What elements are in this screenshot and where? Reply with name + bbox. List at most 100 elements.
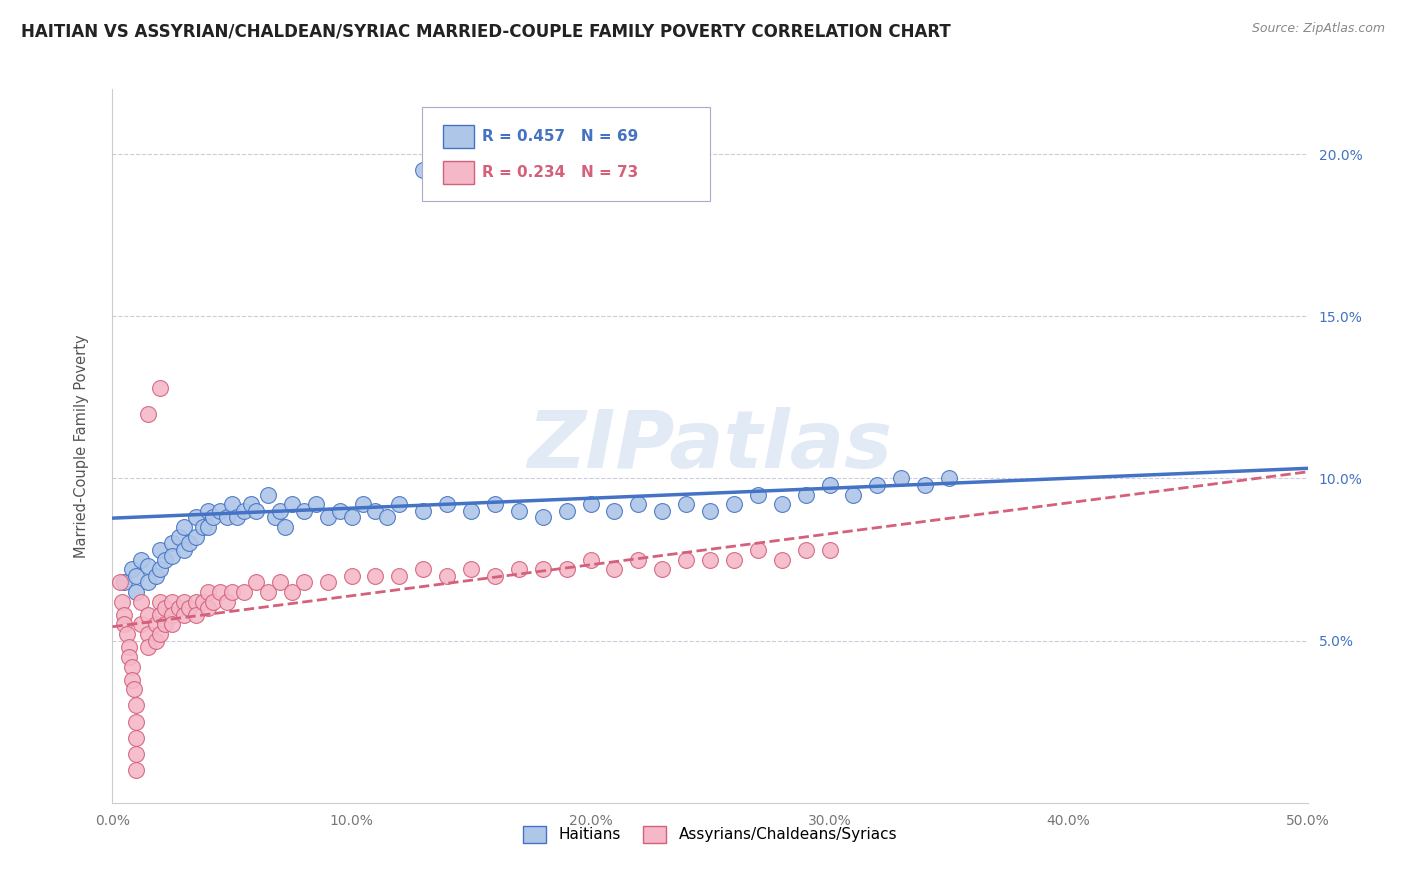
Point <box>245 504 267 518</box>
Point <box>364 504 387 518</box>
Point <box>531 562 554 576</box>
Text: R = 0.234   N = 73: R = 0.234 N = 73 <box>482 165 638 179</box>
Point <box>173 607 195 622</box>
Point <box>866 478 889 492</box>
Point <box>627 552 650 566</box>
Point <box>292 575 315 590</box>
Point <box>603 562 626 576</box>
Point <box>555 504 578 518</box>
Point <box>177 601 200 615</box>
Point <box>149 381 172 395</box>
Point <box>531 510 554 524</box>
Point <box>162 549 183 564</box>
Point <box>129 552 152 566</box>
Point <box>201 595 224 609</box>
Point <box>651 504 673 518</box>
Point <box>111 595 134 609</box>
Point <box>329 504 352 518</box>
Point <box>723 497 745 511</box>
Point <box>149 562 172 576</box>
Point <box>269 575 291 590</box>
Point <box>186 530 208 544</box>
Point <box>149 595 172 609</box>
Point <box>193 520 215 534</box>
Point <box>217 510 239 524</box>
Point <box>818 478 841 492</box>
Point <box>436 568 458 582</box>
Point <box>699 552 721 566</box>
Point <box>364 568 387 582</box>
Point <box>794 488 817 502</box>
Point <box>747 542 769 557</box>
Point <box>115 627 138 641</box>
Point <box>197 504 219 518</box>
Point <box>627 497 650 511</box>
Point <box>162 595 183 609</box>
Point <box>129 617 152 632</box>
Point <box>153 552 176 566</box>
Point <box>125 714 148 729</box>
Text: ZIPatlas: ZIPatlas <box>527 407 893 485</box>
Point <box>169 601 191 615</box>
Point <box>186 510 208 524</box>
Point <box>217 595 239 609</box>
Point <box>233 585 256 599</box>
Point <box>412 163 434 178</box>
Point <box>197 520 219 534</box>
Point <box>162 536 183 550</box>
Point <box>723 552 745 566</box>
Point <box>121 659 143 673</box>
Text: HAITIAN VS ASSYRIAN/CHALDEAN/SYRIAC MARRIED-COUPLE FAMILY POVERTY CORRELATION CH: HAITIAN VS ASSYRIAN/CHALDEAN/SYRIAC MARR… <box>21 22 950 40</box>
Point <box>770 497 793 511</box>
Point <box>162 607 183 622</box>
Point <box>118 649 141 664</box>
Point <box>794 542 817 557</box>
Point <box>125 731 148 745</box>
Point <box>305 497 328 511</box>
Point <box>340 510 363 524</box>
Point <box>149 607 172 622</box>
Point <box>316 510 339 524</box>
Point <box>138 640 160 654</box>
Point <box>125 764 148 778</box>
Point <box>114 617 135 632</box>
Point <box>129 595 152 609</box>
Point <box>145 633 167 648</box>
Point <box>153 601 176 615</box>
Point <box>747 488 769 502</box>
Point <box>138 607 160 622</box>
Point <box>269 504 291 518</box>
Point <box>603 504 626 518</box>
Point <box>197 601 219 615</box>
Point <box>125 747 148 761</box>
Point <box>818 542 841 557</box>
Point <box>281 497 304 511</box>
Point <box>186 607 208 622</box>
Point <box>138 559 160 574</box>
Point <box>340 568 363 582</box>
Point <box>122 682 145 697</box>
Point <box>201 510 224 524</box>
Point <box>388 568 411 582</box>
Point <box>377 510 399 524</box>
Point <box>145 568 167 582</box>
Point <box>114 575 135 590</box>
Point <box>149 542 172 557</box>
Point <box>770 552 793 566</box>
Point <box>555 562 578 576</box>
Point <box>316 575 339 590</box>
Point <box>233 504 256 518</box>
Point <box>245 575 267 590</box>
Point <box>436 497 458 511</box>
Point <box>460 562 482 576</box>
Point <box>240 497 263 511</box>
Point <box>221 585 243 599</box>
Point <box>173 520 195 534</box>
Point <box>579 497 602 511</box>
Point <box>186 595 208 609</box>
Text: R = 0.457   N = 69: R = 0.457 N = 69 <box>482 129 638 144</box>
Legend: Haitians, Assyrians/Chaldeans/Syriacs: Haitians, Assyrians/Chaldeans/Syriacs <box>517 820 903 848</box>
Point <box>508 562 530 576</box>
Point <box>460 504 482 518</box>
Point <box>173 542 195 557</box>
